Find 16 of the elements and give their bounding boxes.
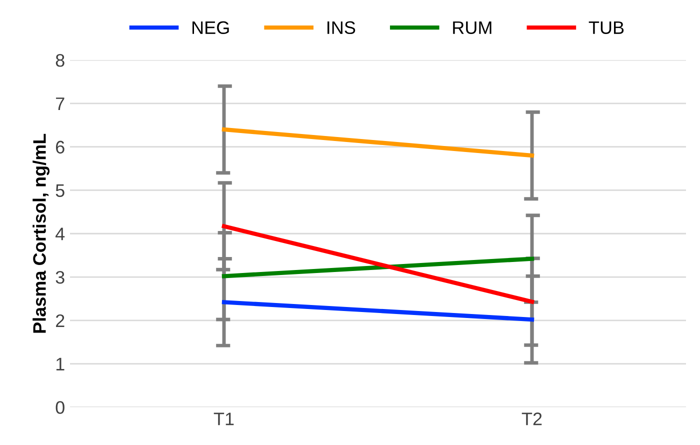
y-tick-label: 7 <box>56 98 64 110</box>
y-tick-label: 4 <box>56 228 65 240</box>
y-tick-label: 8 <box>56 54 64 67</box>
x-tick-label: T1 <box>214 412 234 426</box>
y-tick-label: 5 <box>56 184 64 197</box>
y-tick-label: 2 <box>56 314 64 327</box>
legend-label: INS <box>328 21 356 34</box>
legend-label: TUB <box>588 21 624 34</box>
y-tick-label: 3 <box>56 270 64 284</box>
y-tick-label: 6 <box>56 140 64 154</box>
legend-label: NEG <box>192 21 229 34</box>
legend-label: RUM <box>453 21 492 34</box>
y-tick-label: 0 <box>56 401 64 414</box>
y-tick-label: 1 <box>56 358 64 370</box>
x-tick-label: T2 <box>522 412 542 426</box>
y-axis-title: Plasma Cortisol, ng/mL <box>32 134 50 333</box>
